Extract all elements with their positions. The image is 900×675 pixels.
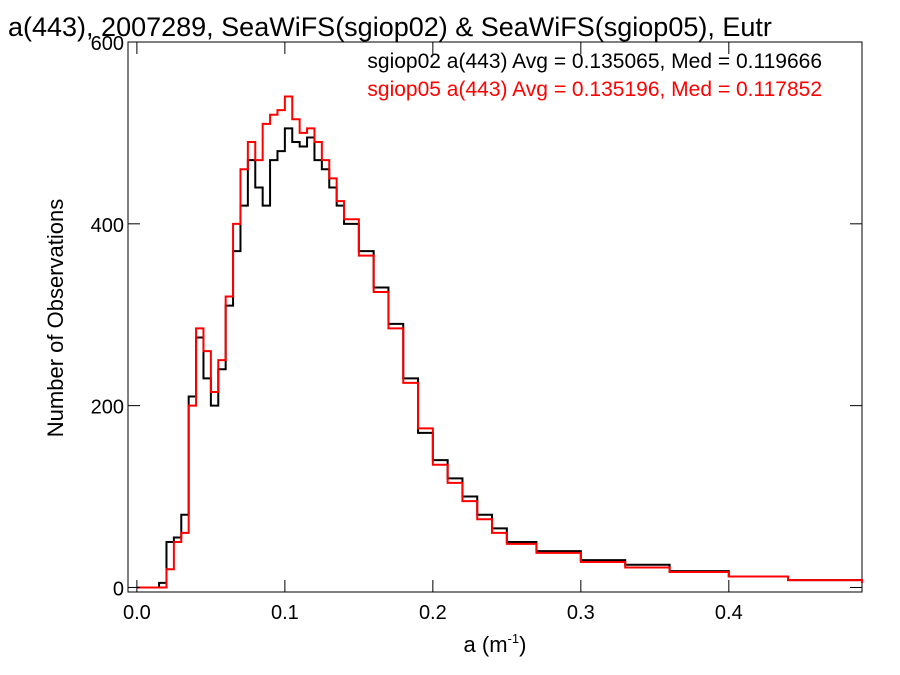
x-tick-label: 0.4 bbox=[715, 602, 743, 624]
y-tick-label: 200 bbox=[91, 397, 124, 419]
plot-area bbox=[127, 41, 863, 593]
annotation-sgiop02: sgiop02 a(443) Avg = 0.135065, Med = 0.1… bbox=[367, 50, 822, 73]
series-sgiop05-line bbox=[136, 95, 863, 589]
y-tick-label: 600 bbox=[91, 33, 124, 55]
y-axis-ticks: 0 200 400 600 bbox=[91, 33, 862, 600]
x-tick-label: 0.0 bbox=[123, 602, 151, 624]
x-tick-label: 0.2 bbox=[419, 602, 447, 624]
y-axis-label: Number of Observations bbox=[43, 199, 68, 437]
y-tick-label: 400 bbox=[91, 215, 124, 237]
x-axis-label-text: a (m bbox=[464, 632, 508, 657]
series-sgiop02-line bbox=[136, 127, 863, 589]
x-tick-label: 0.1 bbox=[271, 602, 299, 624]
chart-title: a(443), 2007289, SeaWiFS(sgiop02) & SeaW… bbox=[8, 12, 772, 42]
x-axis-label: a (m-1) bbox=[464, 631, 527, 657]
x-axis-label-superscript: -1 bbox=[508, 631, 520, 646]
annotation-sgiop05: sgiop05 a(443) Avg = 0.135196, Med = 0.1… bbox=[367, 78, 822, 101]
plot-frame bbox=[127, 41, 863, 593]
x-axis-ticks: 0.0 0.1 0.2 0.3 0.4 bbox=[123, 42, 743, 624]
y-tick-label: 0 bbox=[113, 578, 124, 600]
x-axis-label-close: ) bbox=[519, 632, 526, 657]
x-tick-label: 0.3 bbox=[567, 602, 595, 624]
